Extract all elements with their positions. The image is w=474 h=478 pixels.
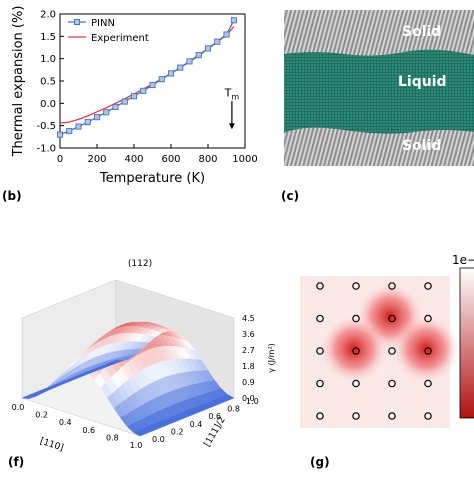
colorbar-exponent: 1e−2 — [452, 253, 474, 267]
pinn-marker — [141, 88, 146, 93]
pinn-marker — [57, 132, 62, 137]
pinn-marker — [205, 46, 210, 51]
x-tick-label: 400 — [124, 154, 143, 165]
pinn-marker — [215, 39, 220, 44]
pinn-marker — [159, 77, 164, 82]
pinn-marker — [168, 71, 173, 76]
x-tick-label: 0.4 — [59, 418, 72, 427]
liquid-region — [284, 50, 474, 134]
md-snapshot-panel: Solid Liquid Solid — [284, 10, 474, 166]
x-tick-label: 0.0 — [12, 403, 25, 412]
z-tick-label: 4.5 — [242, 314, 255, 323]
tm-annotation: Tm — [224, 87, 240, 102]
x-tick-label: 1000 — [232, 154, 257, 165]
thermal-expansion-panel: 0 200 400 600 800 1000 -1.0 -0.5 0.0 0.5 1.0 1.5 2.0… — [0, 0, 270, 210]
heatmap-panel: 1e−2 — [284, 250, 474, 474]
pinn-marker — [178, 65, 183, 70]
solid-top-label: Solid — [402, 24, 441, 40]
pinn-marker — [150, 82, 155, 87]
y-tick-label: 0.8 — [227, 405, 240, 414]
y-tick-label: 0.4 — [190, 420, 203, 429]
y-axis-title: [111]/2 — [203, 415, 228, 449]
heatmap-chart: 1e−2 — [284, 250, 474, 474]
pinn-marker — [224, 32, 229, 37]
x-tick-label: 600 — [161, 154, 180, 165]
pinn-marker — [94, 115, 99, 120]
z-tick-label: 0.0 — [242, 394, 255, 403]
z-axis-title: γ (J/m²) — [267, 343, 276, 373]
x-tick-label: 200 — [87, 154, 106, 165]
x-tick-label: 0.6 — [82, 426, 95, 435]
legend-pinn-label: PINN — [91, 18, 115, 29]
pinn-marker — [76, 124, 81, 129]
pinn-marker — [122, 99, 127, 104]
y-tick-label: 2.0 — [40, 10, 56, 21]
plot-frame — [60, 14, 245, 148]
x-axis-title: Temperature (K) — [99, 171, 205, 186]
panel-label-g: (g) — [310, 455, 330, 469]
y-tick-label: -1.0 — [36, 144, 56, 155]
pinn-marker — [104, 110, 109, 115]
z-tick-label: 0.9 — [242, 378, 255, 387]
thermal-expansion-chart: 0 200 400 600 800 1000 -1.0 -0.5 0.0 0.5 1.0 1.5 2.0… — [0, 0, 270, 210]
pinn-marker — [196, 52, 201, 57]
pinn-marker — [131, 94, 136, 99]
z-tick-label: 2.7 — [242, 346, 255, 355]
x-tick-label: 0.8 — [106, 433, 119, 442]
x-tick-label: 0.2 — [35, 411, 48, 420]
legend-experiment-label: Experiment — [91, 33, 149, 44]
gamma-surface-chart: (112)0.00.20.40.60.81.00.00.20.40.60.81.… — [0, 250, 280, 474]
y-tick-label: 0.0 — [40, 99, 56, 110]
y-tick-label: 0.5 — [40, 77, 56, 88]
y-axis-title: Thermal expansion (%) — [11, 6, 26, 158]
pinn-marker — [113, 104, 118, 109]
y-tick-label: 0.2 — [171, 427, 184, 436]
y-tick-label: 1.5 — [40, 32, 56, 43]
legend-pinn-marker — [75, 20, 80, 25]
pinn-marker — [85, 119, 90, 124]
y-tick-label: 0.0 — [152, 435, 165, 444]
x-tick-label: 1.0 — [130, 441, 143, 450]
z-tick-label: 1.8 — [242, 362, 255, 371]
panel-label-c: (c) — [281, 189, 299, 203]
solid-bottom-label: Solid — [402, 138, 441, 154]
x-tick-label: 0 — [57, 154, 63, 165]
pinn-marker — [187, 59, 192, 64]
panel-label-f: (f) — [8, 455, 24, 469]
colorbar — [460, 268, 474, 418]
y-tick-label: 1.0 — [40, 54, 56, 65]
panel-label-b: (b) — [2, 189, 22, 203]
pinn-marker — [231, 18, 236, 23]
pinn-marker — [67, 128, 72, 133]
surface-title: (112) — [128, 259, 152, 269]
x-axis-title: [110] — [39, 437, 65, 454]
z-tick-label: 3.6 — [242, 330, 255, 339]
liquid-label: Liquid — [398, 74, 447, 90]
x-tick-label: 800 — [198, 154, 217, 165]
y-tick-label: -0.5 — [36, 121, 56, 132]
tm-arrow-head — [229, 123, 235, 129]
